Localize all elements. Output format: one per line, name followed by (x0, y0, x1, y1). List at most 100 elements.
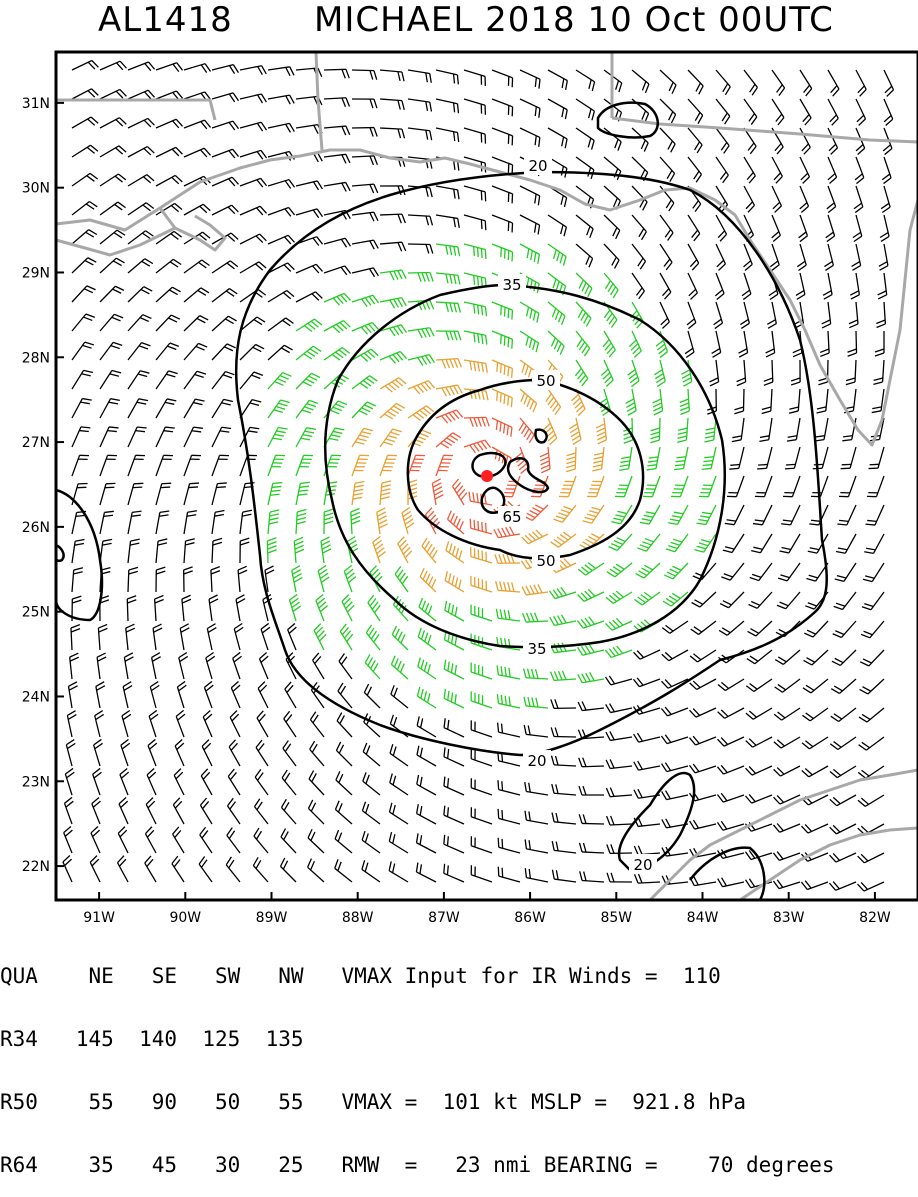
wind-barb (662, 791, 688, 800)
wind-barb (716, 215, 727, 241)
wind-barb (100, 342, 122, 360)
wind-barb (373, 536, 386, 563)
wind-barb (91, 827, 100, 853)
wind-barb (837, 505, 856, 525)
wind-barb (156, 91, 183, 100)
wind-barb (290, 594, 301, 621)
wind-barb (281, 858, 296, 882)
wind-barb (268, 235, 295, 244)
wind-barb (873, 360, 884, 384)
wind-barb (718, 708, 744, 718)
wind-barb (100, 174, 126, 186)
wind-barb (580, 871, 604, 882)
wind-barb (492, 128, 513, 145)
wind-barb (566, 447, 576, 472)
wind-barb (288, 623, 297, 650)
wind-barb (417, 716, 436, 737)
wind-barb (858, 882, 884, 891)
wind-barb (212, 344, 236, 360)
wind-barb (296, 400, 318, 418)
storm-center-marker (481, 470, 493, 482)
wind-barb (688, 128, 702, 153)
wind-barb (471, 662, 492, 679)
wind-barb (156, 399, 176, 418)
wind-barb (817, 389, 828, 413)
wind-barb (292, 566, 303, 592)
wind-barb (324, 266, 351, 275)
wind-barb (128, 175, 154, 186)
wind-barb (839, 476, 856, 497)
wind-barb (128, 511, 142, 534)
wind-barb (716, 128, 729, 153)
wind-barb (268, 95, 294, 104)
wind-barb (787, 418, 800, 441)
wind-barb (156, 259, 181, 273)
wind-barb (660, 302, 669, 328)
wind-barb (464, 99, 485, 115)
wind-barb (95, 711, 104, 737)
contour-label-20-south: 20 (527, 752, 546, 770)
wind-barb (660, 244, 672, 270)
wind-barb (755, 476, 772, 497)
wind-barb (318, 566, 329, 592)
wind-barb (717, 793, 744, 802)
wind-barb (688, 157, 701, 182)
wind-barb (519, 418, 534, 443)
wind-barb (719, 621, 744, 635)
wind-barb (699, 476, 716, 497)
wind-barb (732, 418, 744, 442)
wind-barb (884, 99, 893, 126)
wind-barb (128, 90, 155, 99)
wind-barb (833, 621, 856, 637)
wind-barb (128, 147, 154, 157)
wind-barb (606, 676, 632, 685)
wind-barb (128, 483, 143, 505)
wind-barb (855, 157, 864, 184)
wind-barb (734, 389, 744, 414)
wind-barb (408, 99, 431, 111)
wind-barb (520, 99, 540, 118)
wind-barb (92, 797, 101, 824)
wind-barb (640, 505, 660, 524)
wind-barb (173, 798, 184, 824)
wind-barb (856, 99, 865, 125)
wind-barb (859, 708, 884, 722)
wind-barb (548, 302, 565, 325)
wind-barb (380, 70, 404, 81)
wind-barb (549, 587, 576, 598)
wind-barb (128, 62, 155, 71)
wind-barb (100, 61, 127, 70)
wind-barb (800, 128, 810, 154)
row-label: R64 (0, 1153, 38, 1177)
wind-barb (690, 877, 716, 886)
wind-barb (634, 733, 660, 742)
wind-barb (848, 331, 857, 356)
wind-barb (206, 652, 215, 679)
wind-barb (259, 652, 268, 679)
wind-barb (803, 679, 828, 693)
wind-barb (744, 157, 755, 183)
wind-barb (324, 293, 351, 305)
wind-barb (314, 624, 326, 650)
wind-barb (408, 455, 425, 476)
wind-barb (677, 418, 688, 442)
wind-barb (72, 89, 98, 99)
wind-barb (240, 510, 252, 534)
wind-barb (445, 571, 464, 592)
cell-sw: 50 (215, 1090, 240, 1114)
wind-barb (718, 679, 744, 691)
wind-barb (826, 215, 835, 242)
wind-barb (72, 145, 98, 157)
wind-barb (773, 823, 800, 832)
wind-barb (830, 766, 856, 778)
wind-barb (100, 89, 126, 99)
wind-barb (417, 687, 436, 708)
wind-barb (436, 359, 462, 369)
wind-barb (118, 827, 128, 853)
wind-barb (432, 479, 443, 505)
wind-barb (352, 268, 378, 277)
wind-barb (118, 856, 128, 882)
wind-barb (313, 653, 324, 679)
wind-barb (408, 273, 433, 282)
wind-barb (207, 624, 216, 650)
